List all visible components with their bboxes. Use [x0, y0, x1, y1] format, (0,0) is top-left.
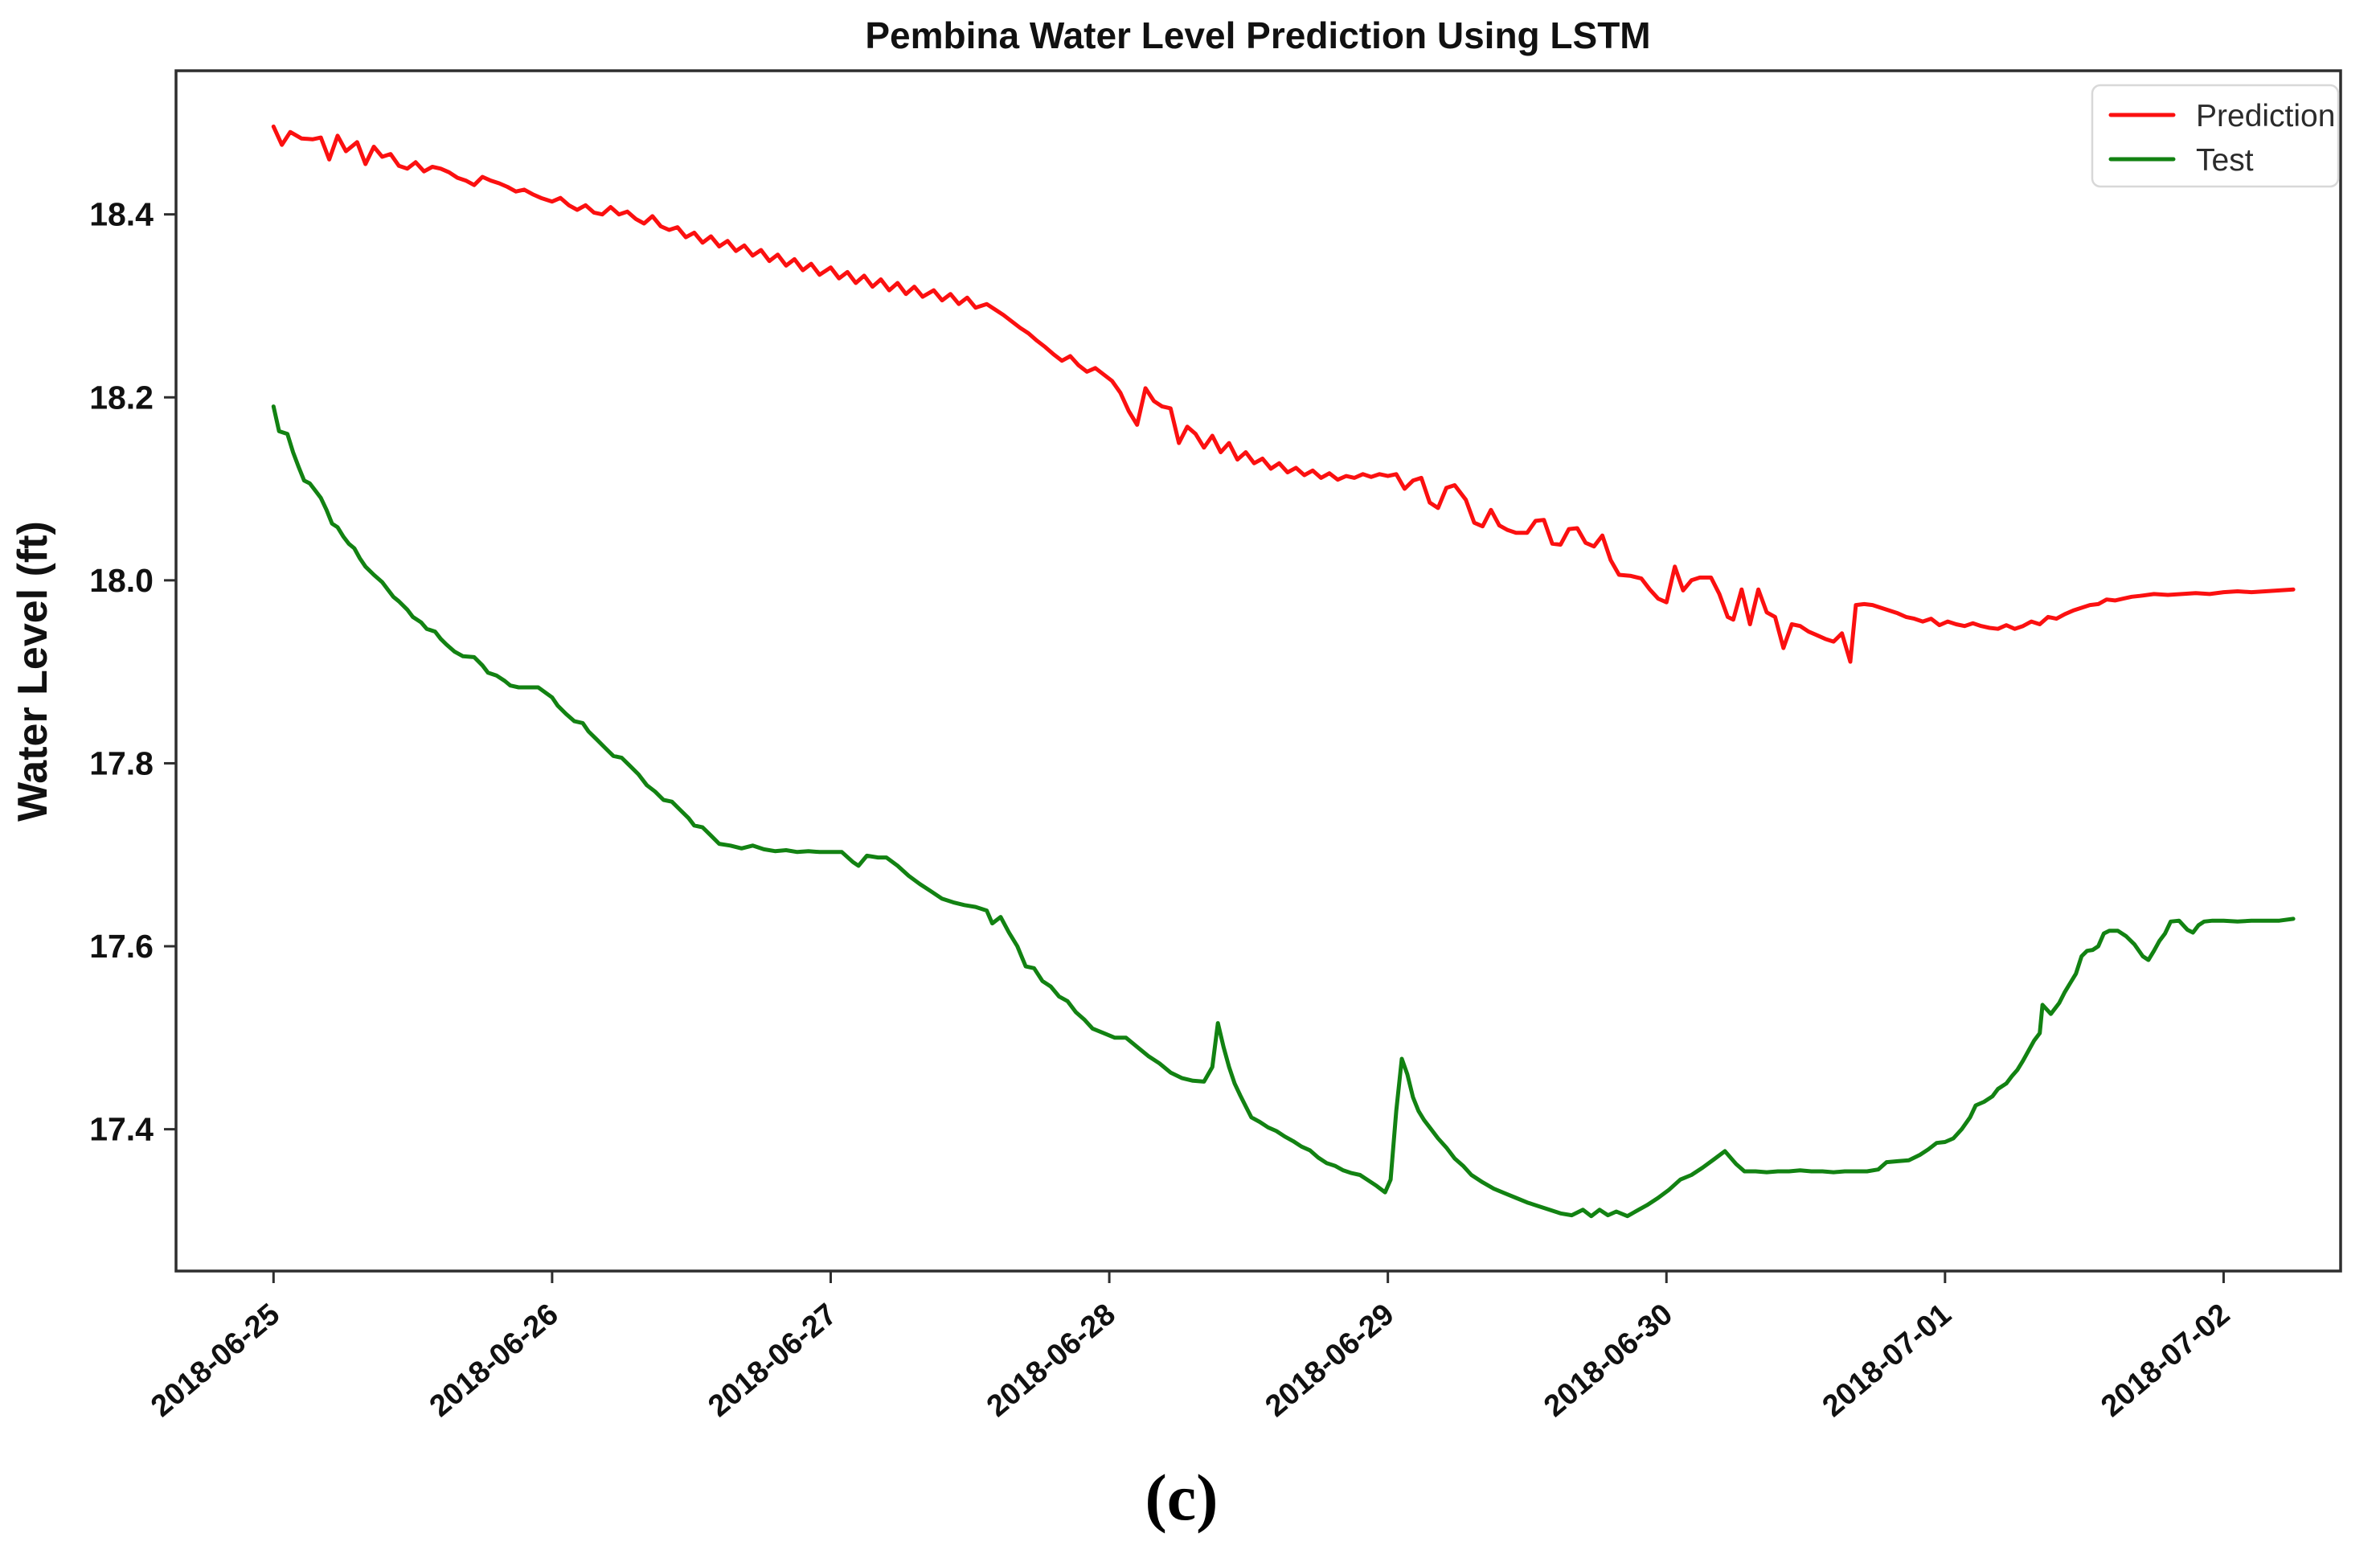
- plot-border: [174, 69, 2342, 1273]
- y-tick-label: 17.4: [89, 1111, 154, 1148]
- x-tick-label: 2018-07-01: [1817, 1298, 1958, 1424]
- legend-label-test: Test: [2196, 143, 2254, 178]
- y-tick-label: 18.4: [89, 196, 154, 233]
- x-tick-label: 2018-06-25: [145, 1298, 286, 1424]
- x-tick-label: 2018-06-26: [424, 1298, 565, 1424]
- x-tick-label: 2018-06-29: [1260, 1298, 1401, 1424]
- prediction-line: [271, 124, 2296, 664]
- test-line: [271, 404, 2296, 1219]
- legend: Prediction Test: [2091, 84, 2340, 188]
- y-tick-label: 17.6: [89, 928, 154, 965]
- x-tick-label: 2018-07-02: [2095, 1298, 2236, 1424]
- y-tick-label: 18.0: [89, 562, 154, 599]
- legend-label-prediction: Prediction: [2196, 99, 2335, 133]
- subfigure-caption: (c): [1145, 1461, 1218, 1534]
- y-tick-label: 17.8: [89, 744, 154, 781]
- y-axis-label: Water Level (ft): [10, 521, 56, 822]
- series-layer: [271, 124, 2296, 1219]
- chart-title: Pembina Water Level Prediction Using LST…: [865, 14, 1650, 56]
- axes-ticks: 17.4 17.6 17.8 18.0 18.2 18.4 2018-06-25 2018-0…: [89, 196, 2236, 1424]
- x-tick-label: 2018-06-27: [702, 1298, 843, 1424]
- x-tick-label: 2018-06-28: [981, 1298, 1122, 1424]
- y-tick-label: 18.2: [89, 379, 154, 416]
- x-tick-label: 2018-06-30: [1538, 1298, 1679, 1424]
